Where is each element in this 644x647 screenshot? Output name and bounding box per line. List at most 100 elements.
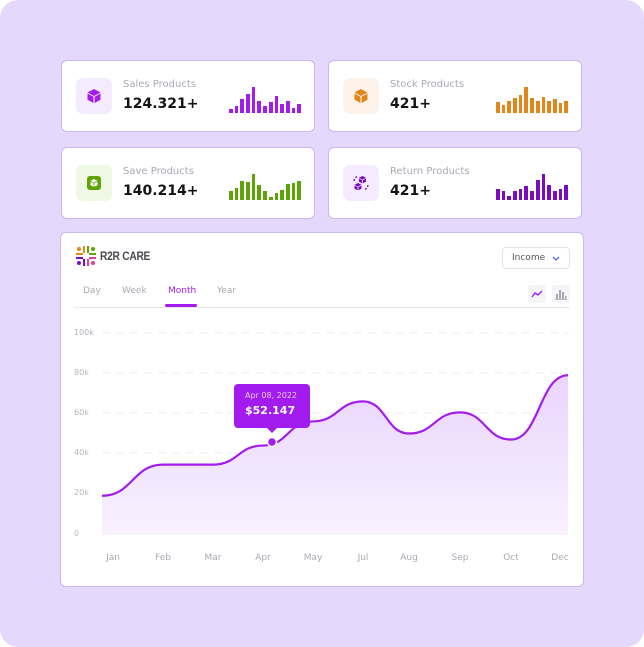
mini-bar-chart <box>229 170 301 200</box>
y-tick-label: 40k <box>74 448 89 457</box>
active-tab-indicator <box>165 304 197 307</box>
mini-bar <box>547 185 551 200</box>
x-tick-label: Mar <box>204 553 222 563</box>
stat-label: Stock Products <box>390 79 465 90</box>
tooltip-value: $52.147 <box>245 404 296 417</box>
mini-bar <box>229 109 233 113</box>
mini-bar <box>547 101 551 113</box>
income-chart-panel: R2R CARE Income Day Week Month Year <box>60 232 584 587</box>
mini-bar <box>285 184 290 200</box>
box-icon <box>87 89 101 103</box>
stat-card-return-products[interactable]: Return Products 421+ <box>328 147 582 219</box>
mini-bar <box>229 191 233 200</box>
mini-bar <box>234 188 239 200</box>
x-tick-label: Feb <box>155 553 171 563</box>
tooltip-date: Apr 08, 2022 <box>245 391 298 400</box>
x-tick-label: May <box>303 553 323 563</box>
line-chart-icon <box>531 290 543 298</box>
mini-bar-chart <box>496 170 568 200</box>
mini-bar <box>507 101 512 113</box>
y-tick-label: 20k <box>74 488 89 497</box>
tab-year[interactable]: Year <box>217 286 237 296</box>
x-tick-label: Jan <box>106 553 120 563</box>
mini-bar <box>558 189 563 200</box>
mini-bar <box>501 191 506 200</box>
mini-bar <box>257 101 262 113</box>
data-point-tooltip: Apr 08, 2022 $52.147 <box>234 384 310 433</box>
x-tick-label: Apr <box>255 553 271 563</box>
mini-bar <box>564 101 568 113</box>
mini-bar <box>524 87 529 113</box>
mini-bar-chart <box>496 83 568 113</box>
mini-bar <box>234 106 239 113</box>
y-tick-label: 60k <box>74 408 89 417</box>
mini-bar <box>518 95 523 113</box>
mini-bar <box>246 94 250 113</box>
chevron-down-icon <box>552 256 560 261</box>
mini-bar <box>541 97 546 113</box>
period-tabs: Day Week Month Year <box>61 281 585 308</box>
bar-chart-icon <box>555 290 567 300</box>
stat-value: 421+ <box>390 183 431 199</box>
mini-bar <box>274 193 279 200</box>
box-icon-container <box>76 78 112 114</box>
x-tick-label: Oct <box>503 553 519 563</box>
mini-bar <box>257 185 262 200</box>
stat-value: 124.321+ <box>123 96 199 112</box>
mini-bar <box>530 191 534 200</box>
stat-card-sales-products[interactable]: Sales Products 124.321+ <box>61 60 315 132</box>
stat-card-stock-products[interactable]: Stock Products 421+ <box>328 60 582 132</box>
mini-bar <box>524 186 529 200</box>
mini-bar <box>263 191 267 200</box>
line-chart-toggle[interactable] <box>528 285 546 303</box>
tab-week[interactable]: Week <box>122 286 147 296</box>
mini-bar <box>280 190 284 200</box>
x-tick-label: Aug <box>400 553 418 563</box>
return-boxes-icon <box>353 175 369 191</box>
brand-name: R2R CARE <box>100 249 151 263</box>
box-icon <box>354 89 368 103</box>
mini-bar <box>552 191 557 200</box>
mini-bar <box>518 189 523 200</box>
income-area-chart <box>101 332 569 535</box>
stat-label: Sales Products <box>123 79 196 90</box>
mini-bar <box>496 189 500 200</box>
mini-bar <box>501 105 506 113</box>
stat-label: Save Products <box>123 166 194 177</box>
mini-bar <box>251 87 256 113</box>
tabs-divider <box>74 307 570 308</box>
r2r-care-logo-icon <box>76 246 96 266</box>
stat-value: 421+ <box>390 96 431 112</box>
mini-bar <box>268 102 273 113</box>
mini-bar <box>507 196 512 200</box>
stat-label: Return Products <box>390 166 470 177</box>
mini-bar <box>558 103 563 113</box>
mini-bar <box>564 185 568 200</box>
mini-bar <box>535 101 540 113</box>
brand-logo: R2R CARE <box>74 243 159 269</box>
mini-bar <box>240 99 245 113</box>
x-tick-label: Jul <box>357 553 369 563</box>
mini-bar <box>552 99 557 113</box>
save-box-icon-container <box>76 165 112 201</box>
save-box-icon <box>87 176 101 190</box>
mini-bar <box>535 180 540 200</box>
tab-month[interactable]: Month <box>168 286 197 296</box>
income-dropdown[interactable]: Income <box>502 247 570 269</box>
mini-bar <box>513 98 517 113</box>
mini-bar <box>240 181 245 200</box>
tab-day[interactable]: Day <box>83 286 101 296</box>
stat-card-save-products[interactable]: Save Products 140.214+ <box>61 147 315 219</box>
x-tick-label: Dec <box>551 553 569 563</box>
mini-bar <box>274 96 279 113</box>
stat-value: 140.214+ <box>123 183 199 199</box>
box-icon-container <box>343 78 379 114</box>
mini-bar <box>297 181 301 200</box>
y-tick-label: 0 <box>74 529 80 538</box>
mini-bar <box>251 174 256 200</box>
highlighted-data-point <box>266 436 278 448</box>
mini-bar-chart <box>229 83 301 113</box>
mini-bar <box>291 183 296 200</box>
bar-chart-toggle[interactable] <box>552 285 570 303</box>
